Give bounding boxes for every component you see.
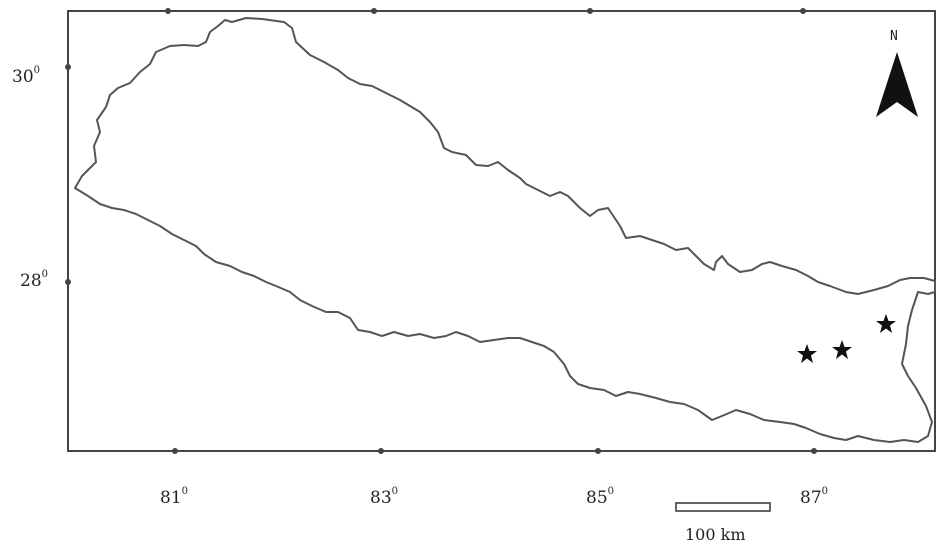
star-icon [797,344,817,363]
north-arrow-icon [876,52,918,117]
longitude-label: 850 [586,486,615,508]
star-icon [832,340,852,359]
scale-bar-label: 100 km [685,525,746,544]
latitude-label: 280 [20,269,49,291]
map-frame [67,10,936,452]
latitude-label: 300 [12,65,41,87]
site-markers [797,314,896,363]
scale-bar [675,502,771,512]
north-label: N [890,29,898,44]
country-outline [74,17,936,443]
longitude-label: 870 [800,486,829,508]
longitude-label: 810 [160,486,189,508]
frame-ticks [65,8,817,454]
longitude-label: 830 [370,486,399,508]
star-icon [876,314,896,333]
